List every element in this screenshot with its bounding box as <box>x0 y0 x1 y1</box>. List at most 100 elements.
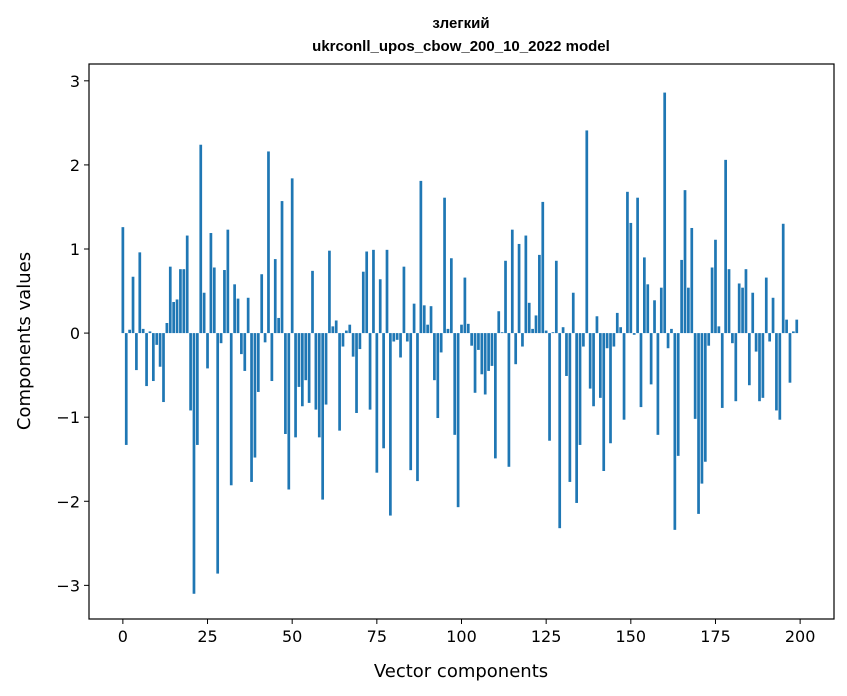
bar <box>659 287 663 334</box>
bar <box>710 267 714 334</box>
bar <box>795 319 799 334</box>
bar <box>446 328 450 334</box>
bar <box>206 333 209 369</box>
bar <box>578 333 582 445</box>
bar <box>754 333 758 352</box>
bar <box>321 333 325 500</box>
bar <box>263 333 267 343</box>
bar <box>690 227 694 334</box>
bar <box>433 333 436 381</box>
y-tick-label: 0 <box>70 324 80 343</box>
bar <box>575 333 578 503</box>
bar <box>781 223 785 334</box>
bar <box>751 292 755 334</box>
bar <box>280 201 284 334</box>
bar <box>487 333 490 371</box>
bar <box>727 269 731 334</box>
bar <box>300 333 304 407</box>
y-axis-ticks: 3 2 1 0 −1 −2 −3 <box>56 72 89 595</box>
bar <box>504 260 507 334</box>
bar <box>372 249 375 334</box>
bar <box>615 312 619 334</box>
y-axis-label: Components values <box>14 252 35 430</box>
bar <box>368 333 372 410</box>
bar <box>145 333 148 387</box>
bar <box>510 229 514 334</box>
bar <box>311 270 314 334</box>
bar <box>314 333 318 410</box>
bar <box>741 287 744 334</box>
bar <box>253 333 257 458</box>
bar <box>409 333 413 471</box>
bar <box>175 299 179 334</box>
bar <box>761 333 765 398</box>
bar <box>422 305 426 334</box>
bar <box>517 243 521 334</box>
y-tick-label: 1 <box>70 240 80 259</box>
bar <box>771 297 775 334</box>
bar <box>670 328 673 334</box>
bar <box>328 250 331 334</box>
y-tick-label: 2 <box>70 156 80 175</box>
bar <box>256 333 260 392</box>
bar <box>792 331 795 334</box>
bar <box>541 201 545 334</box>
x-tick-label: 150 <box>616 627 647 646</box>
bar <box>619 327 623 334</box>
bar <box>653 300 656 334</box>
bar <box>324 333 328 405</box>
bar <box>646 284 650 334</box>
bar <box>673 333 677 530</box>
bar <box>121 227 125 334</box>
bar <box>764 277 768 334</box>
x-tick-label: 100 <box>446 627 477 646</box>
bar <box>473 333 477 393</box>
bar <box>223 270 226 334</box>
bar <box>632 333 636 335</box>
bar <box>267 151 270 334</box>
bar <box>490 333 494 366</box>
bar <box>287 333 291 490</box>
bar <box>439 333 443 353</box>
chart-subtitle: ukrconll_upos_cbow_200_10_2022 model <box>312 38 610 55</box>
bar <box>703 333 707 462</box>
bar <box>375 333 379 473</box>
bar <box>507 333 511 467</box>
x-tick-label: 0 <box>118 627 128 646</box>
bar <box>436 333 440 419</box>
bar <box>609 333 612 444</box>
bar <box>172 301 176 334</box>
bar <box>612 333 616 347</box>
bar <box>162 333 165 403</box>
bar <box>345 330 348 334</box>
bar <box>385 249 389 334</box>
bar <box>351 333 355 357</box>
bar <box>649 333 653 385</box>
bar <box>131 276 135 334</box>
bar <box>524 235 528 334</box>
bar <box>382 333 385 449</box>
bar <box>737 283 741 334</box>
bar <box>629 222 633 334</box>
x-tick-label: 125 <box>531 627 562 646</box>
x-tick-label: 175 <box>700 627 731 646</box>
bar <box>680 259 683 334</box>
bar <box>538 254 541 334</box>
bar <box>229 333 233 486</box>
bar <box>124 333 128 445</box>
y-tick-label: −3 <box>56 576 80 595</box>
bar <box>693 333 697 419</box>
bar <box>778 333 782 420</box>
bar <box>389 333 392 516</box>
bar <box>622 333 626 420</box>
bar <box>179 269 182 334</box>
bar <box>277 317 280 334</box>
bar <box>334 320 338 334</box>
bar <box>720 333 724 408</box>
bar <box>656 333 660 435</box>
bar <box>456 333 460 508</box>
bar <box>568 333 572 482</box>
bar <box>758 333 761 402</box>
bar <box>582 333 585 347</box>
